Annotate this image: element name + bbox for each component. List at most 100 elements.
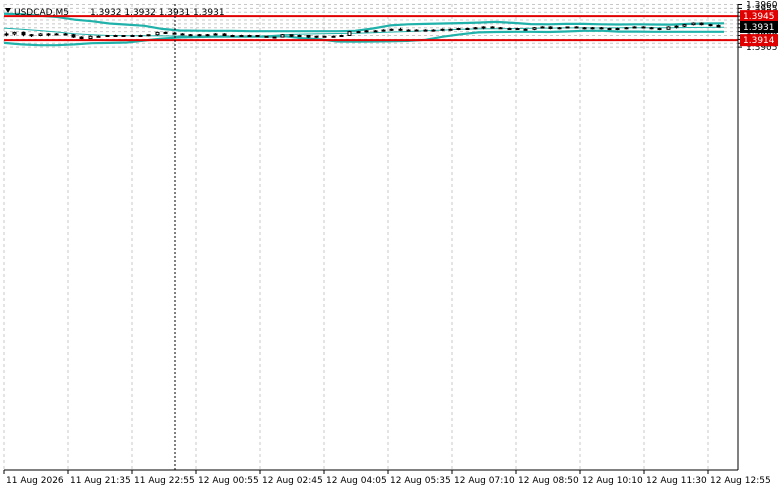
candle[interactable] [381,29,386,32]
candle[interactable] [423,29,428,32]
candle[interactable] [4,32,9,37]
candle[interactable] [138,34,143,38]
candle[interactable] [691,22,696,26]
candle[interactable] [322,35,327,38]
candle[interactable] [12,31,17,36]
candle-body [339,35,344,37]
candle[interactable] [356,30,361,34]
candle[interactable] [523,28,528,31]
candle[interactable] [222,33,227,37]
candle[interactable] [574,26,579,29]
candle[interactable] [641,26,646,29]
candle[interactable] [682,23,687,27]
candle[interactable] [280,33,285,38]
candle[interactable] [146,34,151,37]
time-axis[interactable]: 11 Aug 2026 11 Aug 21:35 11 Aug 22:55 12 Au… [3,470,771,486]
candle[interactable] [699,22,704,26]
candle[interactable] [230,34,235,37]
candle[interactable] [507,27,512,31]
candle[interactable] [314,35,319,38]
candle[interactable] [582,26,587,30]
candle[interactable] [431,29,436,32]
candle[interactable] [473,26,478,30]
candle[interactable] [624,26,629,30]
candle[interactable] [657,27,662,31]
candle-body [431,29,436,32]
candle[interactable] [347,30,352,36]
candle[interactable] [632,26,637,29]
candle[interactable] [490,26,495,29]
candle[interactable] [666,26,671,30]
horizontal-levels[interactable] [4,15,738,42]
candle[interactable] [306,35,311,38]
candle[interactable] [272,36,277,39]
candle[interactable] [188,33,193,37]
candle[interactable] [406,29,411,32]
candle[interactable] [649,26,654,30]
candle[interactable] [448,28,453,31]
candle[interactable] [113,34,118,37]
x-tick-label: 12 Aug 10:10 [582,476,643,486]
candle[interactable] [565,26,570,29]
candle[interactable] [205,33,210,37]
candle[interactable] [515,27,520,31]
candle[interactable] [21,31,26,37]
candle[interactable] [440,28,445,31]
candle[interactable] [465,27,470,31]
candle[interactable] [130,34,135,37]
candle[interactable] [373,30,378,33]
candles[interactable] [4,22,721,40]
candle[interactable] [364,30,369,33]
candle[interactable] [339,34,344,37]
candle-body [641,26,646,29]
candle[interactable] [247,34,252,37]
candle[interactable] [63,33,68,36]
candle-body [322,35,327,38]
candle[interactable] [590,26,595,30]
candle[interactable] [46,33,51,37]
candle[interactable] [264,35,269,38]
x-tick-label: 12 Aug 04:05 [326,476,387,486]
candle[interactable] [163,31,168,34]
candle[interactable] [716,24,721,28]
candle[interactable] [615,27,620,31]
candle[interactable] [557,26,562,30]
candle[interactable] [532,26,537,31]
candle[interactable] [54,33,59,36]
candle[interactable] [71,33,76,38]
candle[interactable] [540,26,545,29]
candle[interactable] [456,27,461,31]
candle[interactable] [498,26,503,30]
triangle-down-icon[interactable] [5,8,11,13]
candle[interactable] [105,35,110,38]
candle[interactable] [289,34,294,38]
candle[interactable] [414,29,419,32]
candle-body [490,26,495,29]
candle[interactable] [213,33,218,36]
candle[interactable] [674,25,679,29]
candle[interactable] [389,28,394,31]
candle[interactable] [599,26,604,30]
candle[interactable] [255,35,260,38]
candle[interactable] [708,23,713,27]
candle[interactable] [331,35,336,38]
candle[interactable] [96,35,101,38]
candle[interactable] [121,35,126,38]
candle[interactable] [155,31,160,36]
candle[interactable] [548,26,553,30]
candle[interactable] [297,34,302,38]
candle[interactable] [38,33,43,37]
candle[interactable] [481,26,486,30]
candle[interactable] [197,33,202,37]
candle[interactable] [398,27,403,31]
candle[interactable] [239,34,244,37]
candle[interactable] [180,33,185,36]
candle-body [280,34,285,38]
candle[interactable] [607,27,612,31]
candle-body [381,29,386,32]
candle[interactable] [79,36,84,40]
candle[interactable] [29,33,34,38]
candle-body [138,35,143,37]
candle[interactable] [88,35,93,40]
